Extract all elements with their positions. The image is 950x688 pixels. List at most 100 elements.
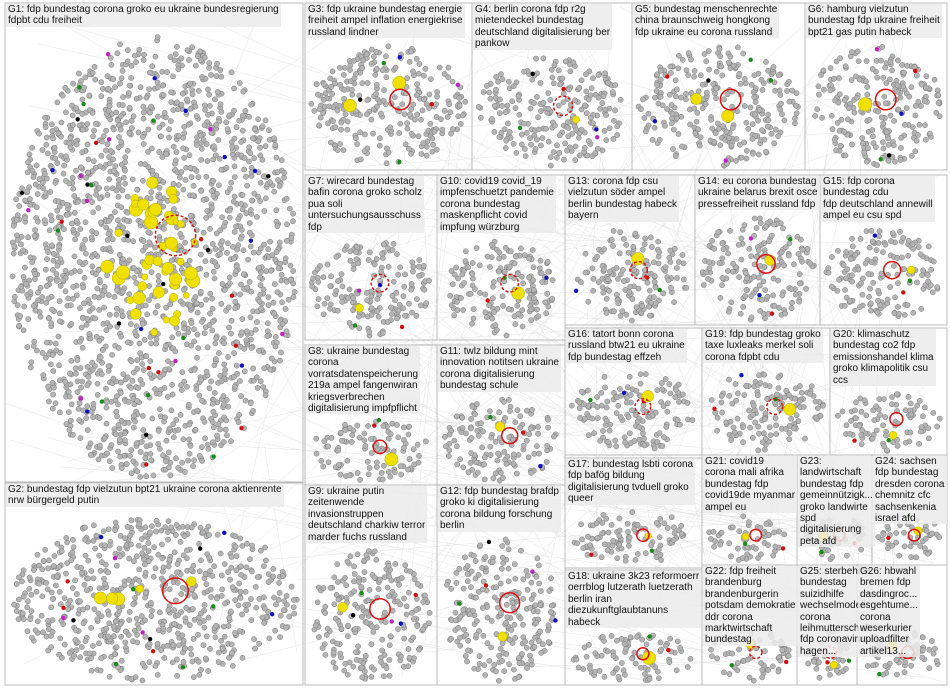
node — [506, 397, 512, 403]
node — [196, 671, 203, 678]
node — [247, 229, 253, 236]
node — [101, 435, 108, 442]
node — [411, 616, 417, 622]
node — [248, 617, 255, 624]
node — [232, 543, 239, 550]
node — [866, 116, 873, 123]
node — [383, 53, 389, 60]
node-hub — [690, 93, 703, 105]
node — [885, 157, 892, 164]
node — [383, 74, 390, 81]
node — [169, 391, 176, 398]
node — [464, 578, 471, 585]
node — [73, 627, 79, 634]
node — [215, 649, 222, 656]
node — [195, 174, 202, 181]
node — [935, 92, 942, 99]
node — [222, 600, 229, 607]
node — [416, 272, 422, 279]
node — [339, 437, 345, 444]
node — [64, 202, 70, 208]
edge — [623, 199, 919, 617]
node — [187, 443, 194, 449]
node — [909, 124, 916, 131]
node — [84, 403, 91, 409]
node — [395, 626, 401, 632]
node — [104, 141, 111, 147]
node — [270, 573, 277, 580]
node — [912, 112, 919, 119]
node — [353, 649, 359, 656]
node — [549, 74, 556, 81]
node — [474, 618, 480, 624]
node — [570, 59, 577, 66]
node-accent — [913, 68, 918, 74]
node — [150, 472, 157, 479]
node — [266, 635, 273, 642]
node-accent — [156, 370, 161, 375]
node — [80, 284, 87, 291]
node — [527, 604, 534, 611]
node — [380, 241, 387, 248]
node — [178, 382, 184, 389]
node — [154, 640, 161, 647]
node — [365, 257, 372, 263]
node — [526, 431, 533, 437]
node — [209, 573, 216, 579]
node — [332, 80, 338, 87]
node — [196, 392, 203, 399]
node — [462, 99, 469, 105]
node — [503, 461, 510, 467]
node — [239, 192, 246, 199]
node — [103, 420, 110, 427]
node — [357, 156, 364, 163]
node — [75, 199, 81, 205]
node — [22, 197, 29, 204]
node — [531, 450, 538, 457]
node — [816, 91, 822, 98]
node — [373, 91, 379, 97]
node — [237, 535, 244, 542]
node — [156, 184, 163, 191]
node — [469, 320, 475, 327]
node — [459, 425, 466, 431]
node — [68, 302, 74, 309]
node — [160, 92, 167, 98]
node — [105, 363, 112, 370]
node-accent — [520, 430, 526, 435]
node — [217, 251, 223, 257]
node — [78, 324, 85, 331]
node — [363, 619, 370, 626]
node — [379, 67, 386, 74]
node — [115, 401, 121, 408]
node — [257, 274, 263, 281]
node — [573, 126, 579, 133]
node — [283, 593, 290, 599]
node — [177, 539, 184, 545]
node — [384, 319, 391, 325]
node — [922, 136, 929, 143]
node-hub — [183, 266, 198, 281]
node — [201, 122, 208, 129]
node — [814, 106, 821, 113]
node — [194, 355, 200, 361]
node — [74, 357, 81, 363]
node — [267, 179, 273, 185]
node — [115, 345, 122, 351]
node — [445, 453, 452, 459]
node — [198, 188, 205, 194]
node — [152, 53, 159, 60]
node — [257, 291, 264, 298]
node — [469, 403, 476, 410]
node — [387, 124, 394, 131]
node — [135, 385, 142, 391]
node — [535, 126, 542, 133]
node — [176, 243, 183, 250]
node — [345, 295, 351, 301]
node — [61, 226, 67, 233]
node — [42, 266, 49, 273]
node — [68, 269, 75, 276]
node — [92, 545, 98, 552]
node — [148, 613, 155, 620]
node — [195, 345, 202, 351]
